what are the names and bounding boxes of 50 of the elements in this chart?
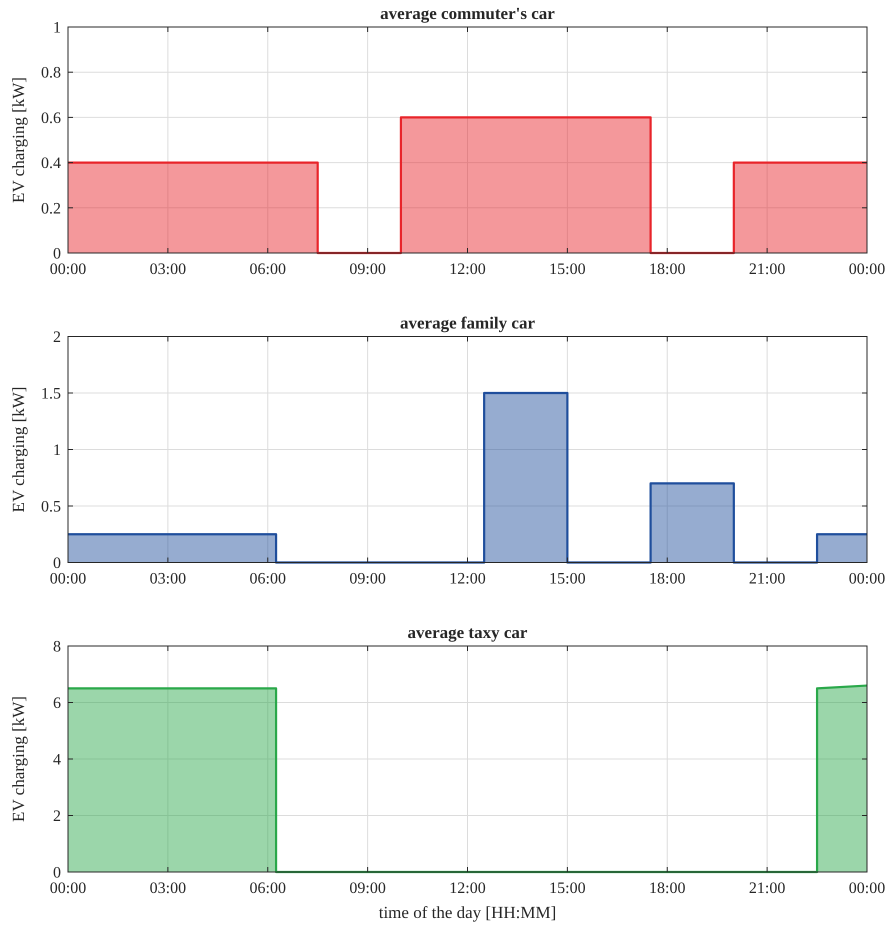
x-tick-label: 09:00 bbox=[349, 261, 386, 278]
x-tick-label: 18:00 bbox=[649, 570, 686, 588]
y-tick-label: 0.6 bbox=[41, 110, 61, 127]
y-tick-label: 0.8 bbox=[41, 64, 61, 82]
y-tick-label: 6 bbox=[53, 695, 61, 712]
chart-title: average family car bbox=[400, 314, 536, 332]
x-axis-title: time of the day [HH:MM] bbox=[378, 903, 556, 922]
y-tick-label: 0.2 bbox=[41, 200, 61, 218]
x-tick-label: 21:00 bbox=[748, 261, 786, 278]
x-tick-label: 12:00 bbox=[449, 261, 486, 278]
x-tick-label: 09:00 bbox=[349, 570, 386, 588]
y-tick-label: 0 bbox=[53, 555, 61, 572]
x-tick-label: 06:00 bbox=[250, 570, 286, 588]
x-tick-label: 09:00 bbox=[349, 880, 386, 897]
x-tick-label: 06:00 bbox=[250, 880, 286, 897]
y-axis-title: EV charging [kW] bbox=[9, 77, 28, 203]
y-tick-label: 1.5 bbox=[41, 386, 61, 402]
x-tick-label: 06:00 bbox=[250, 261, 286, 278]
x-tick-label: 03:00 bbox=[150, 261, 186, 278]
x-tick-label: 15:00 bbox=[549, 880, 586, 897]
y-tick-label: 0.5 bbox=[41, 498, 61, 516]
y-tick-label: 4 bbox=[53, 752, 61, 768]
y-tick-label: 2 bbox=[53, 329, 61, 346]
x-tick-label: 12:00 bbox=[449, 570, 486, 588]
x-tick-label: 03:00 bbox=[150, 880, 186, 897]
y-axis-title: EV charging [kW] bbox=[9, 386, 28, 512]
x-tick-label: 18:00 bbox=[649, 261, 686, 278]
y-tick-label: 8 bbox=[53, 638, 61, 656]
x-tick-label: 00:00 bbox=[848, 261, 886, 278]
x-tick-label: 00:00 bbox=[848, 570, 886, 588]
x-tick-label: 15:00 bbox=[549, 570, 586, 588]
x-tick-label: 21:00 bbox=[748, 880, 786, 897]
y-tick-label: 1 bbox=[53, 20, 61, 36]
x-tick-label: 03:00 bbox=[150, 570, 186, 588]
x-tick-label: 00:00 bbox=[50, 261, 86, 278]
y-tick-label: 0.4 bbox=[41, 155, 61, 172]
y-axis-title: EV charging [kW] bbox=[9, 696, 28, 822]
chart-title: average commuter's car bbox=[380, 4, 556, 23]
y-tick-label: 2 bbox=[53, 808, 61, 825]
x-tick-label: 00:00 bbox=[50, 570, 86, 588]
x-tick-label: 15:00 bbox=[549, 261, 586, 278]
x-tick-label: 00:00 bbox=[50, 880, 86, 897]
y-tick-label: 0 bbox=[53, 246, 61, 262]
y-tick-label: 0 bbox=[53, 864, 61, 882]
x-tick-label: 00:00 bbox=[848, 880, 886, 897]
x-tick-label: 12:00 bbox=[449, 880, 486, 897]
y-tick-label: 1 bbox=[53, 442, 61, 459]
x-tick-label: 21:00 bbox=[748, 570, 786, 588]
chart-title: average taxy car bbox=[408, 623, 528, 642]
x-tick-label: 18:00 bbox=[649, 880, 686, 897]
